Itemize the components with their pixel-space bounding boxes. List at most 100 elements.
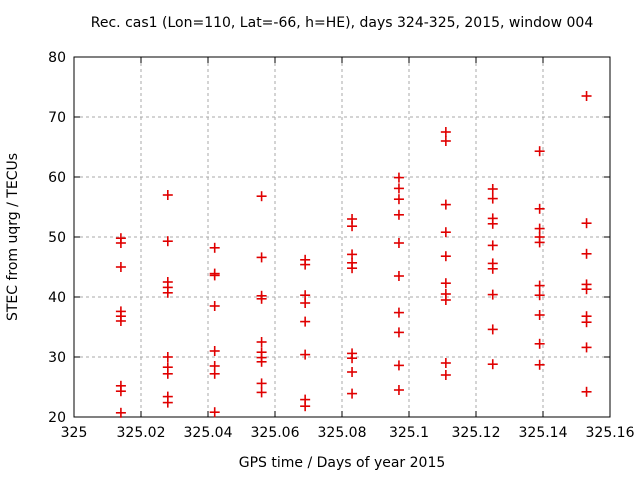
data-point-marker bbox=[256, 356, 267, 367]
data-point-marker bbox=[581, 248, 592, 259]
data-point-marker bbox=[347, 263, 358, 274]
y-tick-label: 80 bbox=[48, 50, 66, 66]
data-point-marker bbox=[581, 342, 592, 353]
data-point-marker bbox=[115, 407, 126, 418]
data-point-marker bbox=[256, 378, 267, 389]
data-point-marker bbox=[534, 338, 545, 349]
data-point-marker bbox=[300, 401, 311, 412]
data-point-marker bbox=[347, 221, 358, 232]
data-point-marker bbox=[534, 237, 545, 248]
data-point-marker bbox=[440, 136, 451, 146]
chart-title: Rec. cas1 (Lon=110, Lat=-66, h=HE), days… bbox=[91, 15, 594, 31]
data-point-marker bbox=[347, 367, 358, 377]
data-point-marker bbox=[393, 271, 404, 281]
data-point-marker bbox=[347, 353, 358, 364]
data-point-marker bbox=[487, 240, 498, 251]
tick-labels: 325 325.02 325.04 325.06 325.08 325.1 325.12 32… bbox=[48, 50, 634, 441]
x-axis-label: GPS time / Days of year 2015 bbox=[239, 455, 446, 471]
data-point-marker bbox=[256, 293, 267, 304]
data-point-marker bbox=[162, 397, 173, 408]
data-point-marker bbox=[534, 359, 545, 370]
data-points bbox=[115, 91, 592, 418]
data-point-marker bbox=[534, 280, 545, 291]
data-point-marker bbox=[581, 386, 592, 397]
data-point-marker bbox=[393, 360, 404, 371]
data-point-marker bbox=[209, 346, 220, 356]
data-point-marker bbox=[440, 227, 451, 238]
data-point-marker bbox=[115, 316, 126, 326]
data-point-marker bbox=[581, 317, 592, 328]
x-tick-label: 325.04 bbox=[184, 425, 233, 441]
data-point-marker bbox=[209, 407, 220, 418]
data-point-marker bbox=[300, 349, 311, 360]
data-point-marker bbox=[440, 370, 451, 380]
data-point-marker bbox=[534, 146, 545, 157]
data-point-marker bbox=[393, 183, 404, 194]
data-point-marker bbox=[487, 289, 498, 300]
x-tick-label: 325.1 bbox=[389, 425, 429, 441]
data-point-marker bbox=[162, 236, 173, 247]
data-point-marker bbox=[115, 386, 126, 397]
data-point-marker bbox=[393, 194, 404, 205]
x-tick-label: 325.02 bbox=[117, 425, 166, 441]
data-point-marker bbox=[115, 262, 126, 272]
data-point-marker bbox=[534, 290, 545, 301]
y-tick-label: 50 bbox=[48, 230, 66, 246]
data-point-marker bbox=[209, 368, 220, 379]
data-point-marker bbox=[440, 199, 451, 210]
data-point-marker bbox=[256, 191, 267, 202]
y-tick-label: 30 bbox=[48, 350, 66, 366]
data-point-marker bbox=[115, 238, 126, 248]
data-point-marker bbox=[440, 295, 451, 305]
data-point-marker bbox=[393, 307, 404, 318]
y-tick-label: 20 bbox=[48, 410, 66, 426]
data-point-marker bbox=[256, 337, 267, 347]
data-point-marker bbox=[487, 218, 498, 229]
x-tick-label: 325.08 bbox=[318, 425, 367, 441]
data-point-marker bbox=[209, 301, 220, 311]
data-point-marker bbox=[487, 324, 498, 335]
axes bbox=[73, 56, 611, 418]
data-point-marker bbox=[300, 316, 311, 327]
data-point-marker bbox=[393, 385, 404, 395]
data-point-marker bbox=[300, 298, 311, 308]
data-point-marker bbox=[162, 287, 173, 298]
data-point-marker bbox=[534, 203, 545, 214]
data-point-marker bbox=[393, 327, 404, 338]
data-point-marker bbox=[534, 310, 545, 320]
x-tick-label: 325 bbox=[61, 425, 88, 441]
y-axis-label: STEC from uqrg / TECUs bbox=[5, 153, 21, 321]
x-tick-label: 325.14 bbox=[519, 425, 568, 441]
data-point-marker bbox=[300, 259, 311, 270]
y-tick-label: 70 bbox=[48, 110, 66, 126]
data-point-marker bbox=[440, 251, 451, 262]
data-point-marker bbox=[347, 249, 358, 260]
data-point-marker bbox=[440, 358, 451, 368]
y-tick-label: 40 bbox=[48, 290, 66, 306]
data-point-marker bbox=[209, 270, 220, 281]
data-point-marker bbox=[393, 172, 404, 183]
data-point-marker bbox=[393, 238, 404, 248]
data-point-marker bbox=[581, 218, 592, 229]
x-tick-label: 325.16 bbox=[586, 425, 635, 441]
data-point-marker bbox=[581, 91, 592, 101]
data-point-marker bbox=[393, 209, 404, 220]
x-tick-label: 325.12 bbox=[452, 425, 501, 441]
data-point-marker bbox=[487, 359, 498, 370]
data-point-marker bbox=[162, 352, 173, 362]
data-point-marker bbox=[440, 278, 451, 289]
data-point-marker bbox=[534, 223, 545, 234]
data-point-marker bbox=[440, 127, 451, 137]
gridlines bbox=[74, 57, 610, 417]
x-tick-label: 325.06 bbox=[251, 425, 300, 441]
data-point-marker bbox=[209, 242, 220, 253]
data-point-marker bbox=[162, 190, 173, 200]
data-point-marker bbox=[162, 368, 173, 379]
data-point-marker bbox=[487, 193, 498, 204]
data-point-marker bbox=[256, 387, 267, 398]
data-point-marker bbox=[347, 388, 358, 399]
data-point-marker bbox=[487, 263, 498, 274]
data-point-marker bbox=[487, 184, 498, 194]
